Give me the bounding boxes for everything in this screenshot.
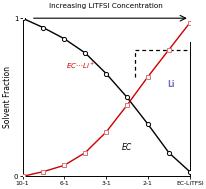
Text: Increasing LiTFSI Concentration: Increasing LiTFSI Concentration	[49, 3, 162, 9]
Y-axis label: Solvent Fraction: Solvent Fraction	[4, 66, 12, 128]
Text: EC$\cdots$Li$^+$: EC$\cdots$Li$^+$	[66, 60, 95, 71]
Text: EC: EC	[121, 143, 131, 152]
Text: Li: Li	[166, 80, 174, 89]
